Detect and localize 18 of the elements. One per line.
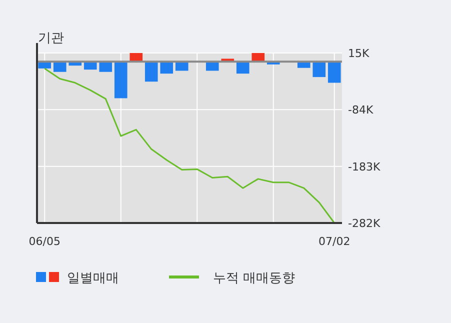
bar bbox=[53, 62, 66, 72]
legend-label: 일별매매 bbox=[67, 271, 119, 286]
y-tick-label: 15K bbox=[348, 47, 370, 60]
bar bbox=[328, 62, 341, 83]
bar bbox=[160, 62, 174, 74]
legend-label: 누적 매매동향 bbox=[213, 271, 296, 286]
bar bbox=[312, 62, 326, 78]
line-series bbox=[44, 68, 336, 224]
bar bbox=[236, 62, 250, 74]
chart-title: 기관 bbox=[38, 31, 64, 46]
y-tick-label: -183K bbox=[348, 160, 381, 174]
x-tick-label: 07/02 bbox=[318, 235, 350, 248]
y-tick-label: -84K bbox=[348, 104, 374, 117]
bar bbox=[99, 62, 112, 72]
x-tick-label: 06/05 bbox=[28, 235, 60, 248]
y-tick-label: -282K bbox=[348, 217, 381, 230]
bar bbox=[114, 62, 128, 98]
bar bbox=[144, 62, 158, 82]
